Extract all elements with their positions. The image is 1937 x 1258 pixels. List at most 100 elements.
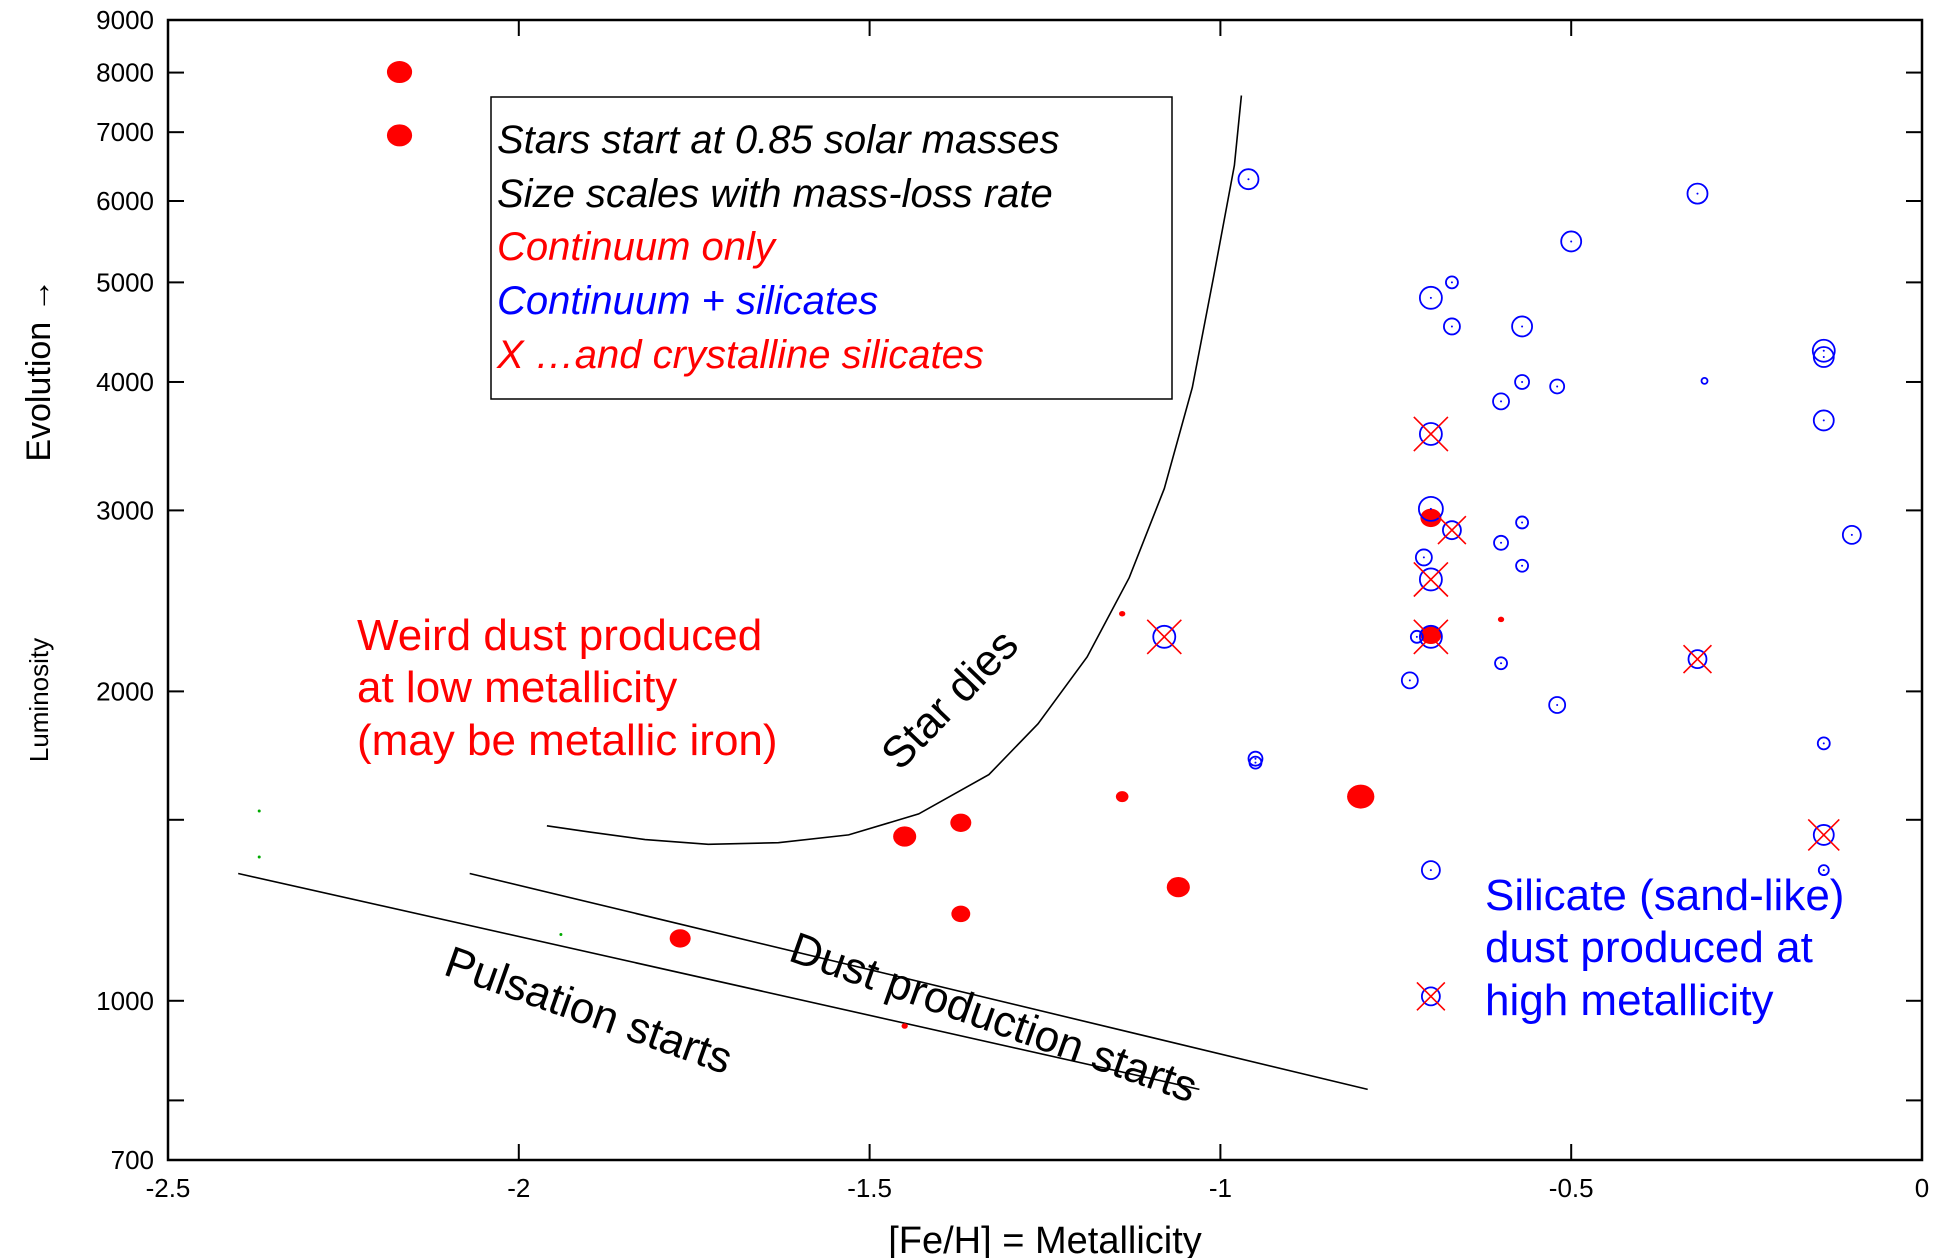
silicate-point bbox=[1493, 534, 1509, 551]
silicate-point bbox=[1494, 656, 1508, 671]
crystalline-point-x bbox=[1146, 619, 1182, 655]
silicate-point bbox=[1420, 860, 1441, 881]
legend-line-3: Continuum only bbox=[497, 225, 778, 269]
silicate-point-center bbox=[1422, 556, 1425, 559]
legend-line-2: Size scales with mass-loss rate bbox=[497, 172, 1053, 216]
dust-production-line bbox=[469, 872, 1368, 1091]
y-tick-label: 3000 bbox=[96, 495, 154, 525]
silicate-point-center bbox=[1408, 679, 1411, 682]
silicate-point bbox=[1414, 548, 1433, 567]
silicate-point-center bbox=[1254, 761, 1257, 764]
silicate-point bbox=[1409, 629, 1424, 644]
silicate-point-center bbox=[1521, 325, 1524, 328]
crystalline-point-x bbox=[1682, 644, 1713, 674]
crystalline-point-x bbox=[1413, 619, 1449, 655]
y-tick-label: 6000 bbox=[96, 186, 154, 216]
silicate-point-center bbox=[1850, 533, 1853, 536]
silicate-point bbox=[1418, 285, 1443, 310]
silicate-point bbox=[1400, 671, 1419, 690]
y-tick-label: 9000 bbox=[96, 5, 154, 35]
x-tick-label: -2 bbox=[507, 1173, 530, 1203]
legend-line-5: X …and crystalline silicates bbox=[496, 333, 984, 377]
silicate-point-center bbox=[1521, 521, 1524, 524]
silicate-point bbox=[1443, 317, 1461, 336]
x-axis-title: [Fe/H] = Metallicity bbox=[888, 1220, 1202, 1258]
weird-dust-line-1: Weird dust produced bbox=[357, 611, 762, 660]
x-tick-label: -1.5 bbox=[847, 1173, 892, 1203]
silicate-point bbox=[1445, 275, 1459, 290]
label-pulsation: Pulsation starts bbox=[439, 937, 739, 1084]
silicate-dust-line-1: Silicate (sand-like) bbox=[1485, 871, 1844, 920]
silicate-point-center bbox=[1450, 325, 1453, 328]
y-tick-label: 4000 bbox=[96, 367, 154, 397]
silicate-point bbox=[1817, 864, 1830, 877]
data-points bbox=[257, 60, 1862, 1075]
legend: Stars start at 0.85 solar masses Size sc… bbox=[490, 96, 1173, 400]
silicate-point bbox=[1417, 496, 1444, 522]
x-tick-label: -0.5 bbox=[1549, 1173, 1594, 1203]
silicate-point bbox=[1841, 524, 1862, 545]
silicate-point-center bbox=[1556, 385, 1559, 388]
y-tick-label: 8000 bbox=[96, 58, 154, 88]
silicate-point-center bbox=[1429, 869, 1432, 872]
silicate-point-center bbox=[1521, 380, 1524, 383]
star-dies-curve bbox=[546, 95, 1243, 846]
label-dust-production: Dust production starts bbox=[784, 923, 1204, 1112]
pulsation-onset-point bbox=[559, 933, 563, 937]
silicate-dust-line-3: high metallicity bbox=[1485, 976, 1774, 1025]
y-tick-label: 5000 bbox=[96, 267, 154, 297]
silicate-point bbox=[1686, 182, 1709, 205]
crystalline-point-circle bbox=[1418, 422, 1443, 446]
silicate-point-center bbox=[1247, 178, 1250, 181]
weird-dust-line-2: at low metallicity bbox=[357, 663, 677, 712]
silicate-point-center bbox=[1429, 507, 1432, 510]
crystalline-point-circle bbox=[1442, 520, 1462, 541]
silicate-point-center bbox=[1822, 742, 1825, 745]
silicate-point bbox=[1812, 346, 1835, 368]
x-tick-label: 0 bbox=[1915, 1173, 1929, 1203]
annotation-silicate-dust: Silicate (sand-like) dust produced at hi… bbox=[1485, 871, 1844, 1025]
crystalline-point-circle bbox=[1152, 624, 1177, 649]
y-axis-subtitle: Luminosity bbox=[24, 638, 54, 762]
y-tick-label: 1000 bbox=[96, 986, 154, 1016]
crystalline-point-x bbox=[1416, 981, 1446, 1011]
silicate-point bbox=[1515, 558, 1529, 573]
silicate-point-center bbox=[1450, 281, 1453, 284]
legend-box bbox=[490, 96, 1173, 400]
y-axis-title: Evolution → bbox=[20, 278, 58, 461]
continuum-point bbox=[901, 1023, 908, 1029]
crystalline-point-circle bbox=[1687, 649, 1708, 670]
silicate-point bbox=[1248, 755, 1263, 770]
continuum-point bbox=[386, 60, 413, 84]
weird-dust-line-3: (may be metallic iron) bbox=[357, 716, 778, 765]
x-axis-ticks: -2.5 -2 -1.5 -1 -0.5 0 bbox=[146, 20, 1929, 1203]
pulsation-line bbox=[238, 872, 1200, 1091]
silicate-point bbox=[1247, 750, 1264, 767]
silicate-point bbox=[1811, 338, 1836, 363]
silicate-point-center bbox=[1521, 564, 1524, 567]
silicate-point bbox=[1514, 374, 1530, 390]
legend-line-1: Stars start at 0.85 solar masses bbox=[497, 118, 1059, 162]
legend-line-4: Continuum + silicates bbox=[497, 279, 878, 323]
crystalline-point-x bbox=[1437, 515, 1467, 545]
crystalline-point-circle bbox=[1420, 986, 1441, 1007]
silicate-point bbox=[1492, 392, 1510, 411]
silicate-point-center bbox=[1822, 349, 1825, 352]
silicate-point-center bbox=[1429, 296, 1432, 299]
silicate-point bbox=[1548, 696, 1567, 714]
continuum-point bbox=[1347, 784, 1375, 809]
silicate-point bbox=[1560, 230, 1583, 253]
continuum-point bbox=[1119, 610, 1126, 617]
silicate-point-center bbox=[1556, 703, 1559, 706]
continuum-point bbox=[1115, 791, 1129, 803]
pulsation-onset-point bbox=[257, 809, 261, 813]
crystalline-point-circle bbox=[1812, 824, 1835, 846]
silicate-point bbox=[1816, 736, 1831, 751]
silicate-point-center bbox=[1415, 635, 1418, 638]
plot-area-border bbox=[166, 18, 1924, 1162]
y-axis-ticks: 9000 8000 7000 6000 5000 4000 3000 2000 1000 700 bbox=[96, 5, 1922, 1175]
silicate-point bbox=[1237, 168, 1260, 191]
continuum-point bbox=[950, 813, 972, 832]
silicate-point-center bbox=[1500, 662, 1503, 665]
